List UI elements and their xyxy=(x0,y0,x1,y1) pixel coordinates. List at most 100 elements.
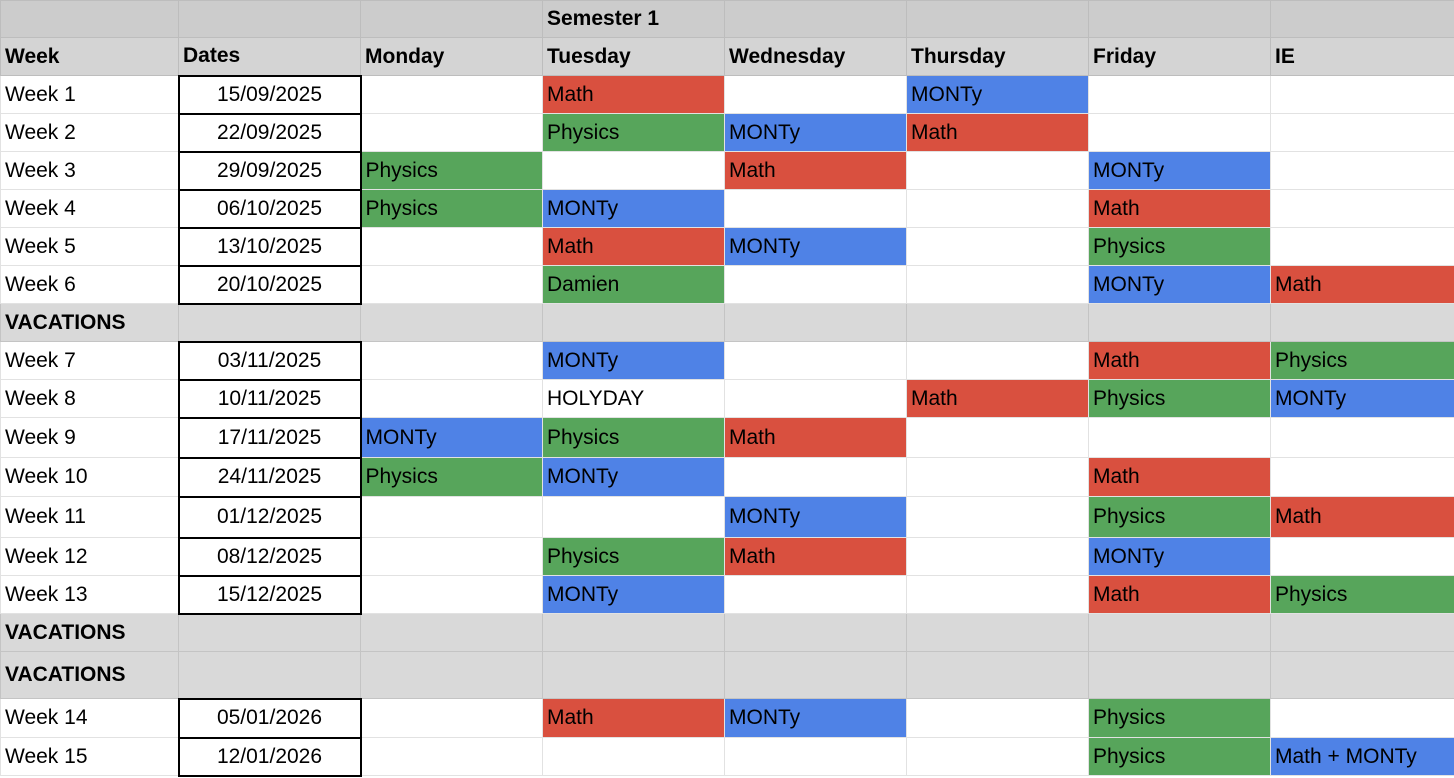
cell[interactable] xyxy=(1270,0,1454,38)
cell[interactable] xyxy=(906,303,1089,342)
cell[interactable] xyxy=(1088,651,1271,699)
week-label[interactable]: Week 1 xyxy=(0,75,179,114)
date-cell[interactable]: 06/10/2025 xyxy=(177,188,362,229)
cell[interactable] xyxy=(360,651,543,699)
subject-cell[interactable] xyxy=(360,113,543,152)
subject-cell[interactable] xyxy=(906,417,1089,458)
subject-cell[interactable] xyxy=(724,737,907,776)
cell[interactable] xyxy=(724,303,907,342)
date-cell[interactable]: 13/10/2025 xyxy=(177,226,362,267)
cell[interactable] xyxy=(906,0,1089,38)
date-cell[interactable]: 01/12/2025 xyxy=(177,495,362,539)
subject-cell[interactable]: Physics xyxy=(360,189,543,228)
subject-cell[interactable]: Math xyxy=(906,379,1089,418)
date-cell[interactable]: 20/10/2025 xyxy=(177,264,362,305)
cell[interactable] xyxy=(360,303,543,342)
subject-cell[interactable]: Math + MONTy xyxy=(1270,737,1454,776)
subject-cell[interactable] xyxy=(1270,537,1454,576)
subject-cell[interactable]: Math xyxy=(1088,341,1271,380)
column-header[interactable]: Monday xyxy=(360,37,543,76)
week-label[interactable]: VACATIONS xyxy=(0,303,179,342)
week-label[interactable]: Week 10 xyxy=(0,457,179,497)
column-header[interactable]: Week xyxy=(0,37,179,76)
cell[interactable] xyxy=(1088,613,1271,652)
subject-cell[interactable] xyxy=(360,496,543,538)
subject-cell[interactable]: Math xyxy=(542,227,725,266)
week-label[interactable]: Week 12 xyxy=(0,537,179,576)
subject-cell[interactable] xyxy=(360,265,543,304)
week-label[interactable]: Week 2 xyxy=(0,113,179,152)
subject-cell[interactable]: MONTy xyxy=(724,496,907,538)
subject-cell[interactable]: Damien xyxy=(542,265,725,304)
week-label[interactable]: Week 7 xyxy=(0,341,179,380)
subject-cell[interactable]: HOLYDAY xyxy=(542,379,725,418)
subject-cell[interactable] xyxy=(1270,698,1454,738)
subject-cell[interactable] xyxy=(360,227,543,266)
subject-cell[interactable] xyxy=(1270,151,1454,190)
cell[interactable] xyxy=(724,0,907,38)
cell[interactable] xyxy=(178,0,361,38)
week-label[interactable]: Week 9 xyxy=(0,417,179,458)
subject-cell[interactable] xyxy=(542,496,725,538)
subject-cell[interactable] xyxy=(542,737,725,776)
subject-cell[interactable]: Math xyxy=(724,417,907,458)
subject-cell[interactable]: Math xyxy=(542,75,725,114)
subject-cell[interactable] xyxy=(360,537,543,576)
subject-cell[interactable]: MONTy xyxy=(542,341,725,380)
subject-cell[interactable] xyxy=(360,75,543,114)
cell[interactable] xyxy=(542,651,725,699)
column-header[interactable]: Tuesday xyxy=(542,37,725,76)
subject-cell[interactable] xyxy=(906,151,1089,190)
subject-cell[interactable] xyxy=(1088,113,1271,152)
subject-cell[interactable] xyxy=(906,457,1089,497)
week-label[interactable]: Week 8 xyxy=(0,379,179,418)
subject-cell[interactable] xyxy=(360,341,543,380)
subject-cell[interactable]: MONTy xyxy=(724,227,907,266)
column-header[interactable]: Dates xyxy=(178,37,361,76)
subject-cell[interactable] xyxy=(906,341,1089,380)
week-label[interactable]: Week 11 xyxy=(0,496,179,538)
week-label[interactable]: VACATIONS xyxy=(0,613,179,652)
subject-cell[interactable]: Math xyxy=(1270,496,1454,538)
subject-cell[interactable]: MONTy xyxy=(542,457,725,497)
date-cell[interactable]: 29/09/2025 xyxy=(177,150,362,191)
date-cell[interactable]: 24/11/2025 xyxy=(177,456,362,498)
week-label[interactable]: Week 4 xyxy=(0,189,179,228)
subject-cell[interactable] xyxy=(906,575,1089,614)
subject-cell[interactable]: Physics xyxy=(1088,496,1271,538)
cell[interactable] xyxy=(906,651,1089,699)
subject-cell[interactable]: MONTy xyxy=(1270,379,1454,418)
subject-cell[interactable]: MONTy xyxy=(360,417,543,458)
semester-title[interactable]: Semester 1 xyxy=(542,0,725,38)
subject-cell[interactable]: MONTy xyxy=(724,113,907,152)
subject-cell[interactable] xyxy=(542,151,725,190)
subject-cell[interactable]: Physics xyxy=(1270,341,1454,380)
subject-cell[interactable] xyxy=(724,189,907,228)
cell[interactable] xyxy=(1270,303,1454,342)
column-header[interactable]: Thursday xyxy=(906,37,1089,76)
cell[interactable] xyxy=(178,613,361,652)
cell[interactable] xyxy=(1088,303,1271,342)
cell[interactable] xyxy=(724,651,907,699)
date-cell[interactable]: 22/09/2025 xyxy=(177,112,362,153)
subject-cell[interactable] xyxy=(906,189,1089,228)
subject-cell[interactable]: Physics xyxy=(1088,737,1271,776)
subject-cell[interactable]: Math xyxy=(1270,265,1454,304)
subject-cell[interactable] xyxy=(906,737,1089,776)
week-label[interactable]: Week 6 xyxy=(0,265,179,304)
subject-cell[interactable] xyxy=(360,379,543,418)
subject-cell[interactable] xyxy=(1270,189,1454,228)
cell[interactable] xyxy=(0,0,179,38)
date-cell[interactable]: 03/11/2025 xyxy=(177,340,362,381)
date-cell[interactable]: 17/11/2025 xyxy=(177,416,362,459)
cell[interactable] xyxy=(178,651,361,699)
subject-cell[interactable]: Physics xyxy=(542,537,725,576)
subject-cell[interactable] xyxy=(360,698,543,738)
cell[interactable] xyxy=(542,303,725,342)
subject-cell[interactable]: Physics xyxy=(360,151,543,190)
cell[interactable] xyxy=(1270,613,1454,652)
subject-cell[interactable]: MONTy xyxy=(1088,151,1271,190)
date-cell[interactable]: 10/11/2025 xyxy=(177,378,362,419)
cell[interactable] xyxy=(360,613,543,652)
subject-cell[interactable] xyxy=(724,379,907,418)
